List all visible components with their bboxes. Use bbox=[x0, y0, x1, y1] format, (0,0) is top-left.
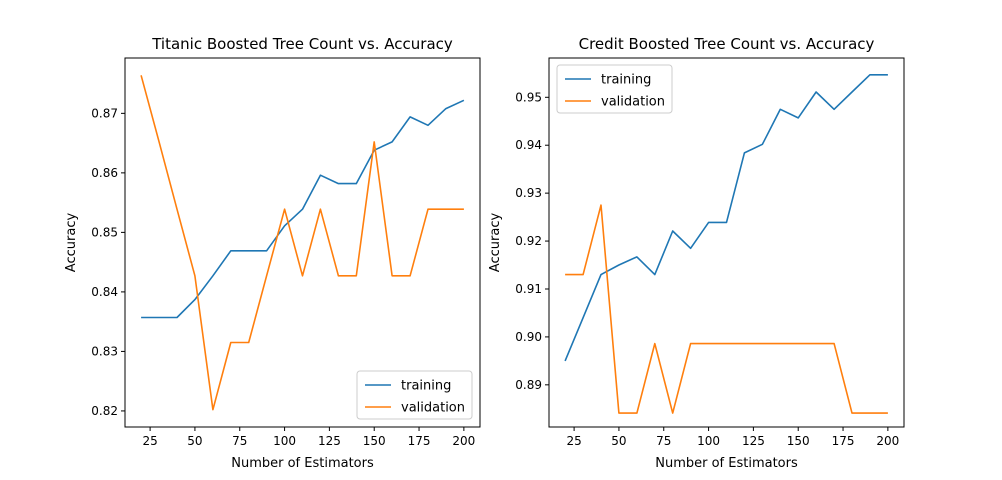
credit-x-tick-label: 25 bbox=[566, 434, 581, 448]
titanic-x-axis-label: Number of Estimators bbox=[231, 456, 374, 471]
titanic-x-tick-label: 100 bbox=[273, 434, 296, 448]
credit-x-tick-label: 175 bbox=[832, 434, 855, 448]
credit-x-tick-label: 150 bbox=[787, 434, 810, 448]
titanic-y-tick-label: 0.83 bbox=[91, 344, 118, 358]
titanic-y-tick-label: 0.87 bbox=[91, 106, 118, 120]
credit-chart-panel: Credit Boosted Tree Count vs. Accuracy 25… bbox=[488, 35, 905, 471]
credit-x-tick-label: 125 bbox=[742, 434, 765, 448]
titanic-validation-line bbox=[140, 75, 464, 411]
titanic-x-tick-label: 25 bbox=[142, 434, 157, 448]
titanic-legend-label-validation: validation bbox=[401, 401, 465, 416]
credit-y-tick-label: 0.93 bbox=[515, 186, 542, 200]
titanic-x-tick-label: 200 bbox=[452, 434, 475, 448]
titanic-legend-label-training: training bbox=[401, 379, 451, 394]
titanic-x-tick-label: 50 bbox=[187, 434, 202, 448]
credit-y-tick-label: 0.94 bbox=[515, 138, 542, 152]
credit-validation-line bbox=[565, 204, 888, 414]
credit-training-line bbox=[564, 74, 888, 362]
credit-y-tick-label: 0.91 bbox=[515, 282, 542, 296]
credit-y-tick-label: 0.90 bbox=[515, 330, 542, 344]
credit-x-tick-label: 75 bbox=[656, 434, 671, 448]
titanic-x-tick-label: 125 bbox=[318, 434, 341, 448]
titanic-y-axis-label: Accuracy bbox=[64, 213, 79, 273]
credit-plot-frame bbox=[548, 57, 905, 428]
titanic-y-tick-label: 0.82 bbox=[91, 404, 118, 418]
titanic-chart-panel: Titanic Boosted Tree Count vs. Accuracy 2… bbox=[64, 35, 481, 471]
titanic-y-tick-label: 0.86 bbox=[91, 166, 118, 180]
credit-legend-label-training: training bbox=[601, 73, 651, 88]
titanic-x-tick-label: 175 bbox=[408, 434, 431, 448]
credit-x-tick-label: 50 bbox=[611, 434, 626, 448]
credit-y-tick-label: 0.95 bbox=[515, 90, 542, 104]
credit-x-axis-label: Number of Estimators bbox=[655, 456, 798, 471]
titanic-training-line bbox=[141, 99, 465, 319]
credit-y-tick-label: 0.89 bbox=[515, 378, 542, 392]
titanic-plot-frame bbox=[124, 57, 481, 428]
titanic-legend: training validation bbox=[356, 370, 473, 420]
credit-y-tick-label: 0.92 bbox=[515, 234, 542, 248]
titanic-y-tick-label: 0.85 bbox=[91, 225, 118, 239]
titanic-chart-title: Titanic Boosted Tree Count vs. Accuracy bbox=[151, 35, 453, 53]
credit-x-tick-label: 200 bbox=[876, 434, 899, 448]
credit-chart-title: Credit Boosted Tree Count vs. Accuracy bbox=[579, 35, 875, 53]
titanic-x-tick-label: 75 bbox=[232, 434, 247, 448]
credit-legend: training validation bbox=[556, 64, 673, 114]
titanic-x-tick-label: 150 bbox=[363, 434, 386, 448]
credit-x-tick-label: 100 bbox=[697, 434, 720, 448]
credit-legend-label-validation: validation bbox=[601, 95, 665, 110]
credit-y-axis-label: Accuracy bbox=[488, 213, 503, 273]
titanic-y-tick-label: 0.84 bbox=[91, 285, 118, 299]
